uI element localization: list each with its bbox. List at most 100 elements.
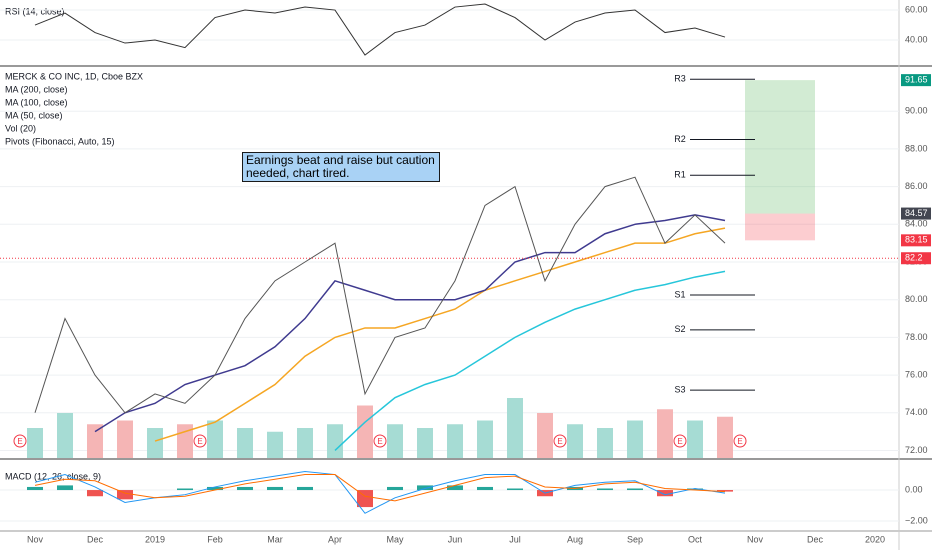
stop-zone	[745, 213, 815, 241]
histogram-bar	[357, 490, 373, 508]
plot-layer: 40.0060.0072.0074.0076.0078.0080.0082.00…	[0, 3, 931, 544]
y-tick-label: 84.00	[905, 219, 928, 229]
price-label-box	[901, 252, 931, 265]
price-label: 84.57	[905, 208, 928, 218]
y-tick-label: 72.00	[905, 445, 928, 455]
x-tick-label: Sep	[627, 534, 643, 544]
x-tick-label: Feb	[207, 534, 223, 544]
volume-bar	[267, 431, 283, 458]
histogram-bar	[297, 486, 313, 491]
pivot-label: R3	[674, 74, 686, 84]
x-tick-label: Jul	[509, 534, 521, 544]
earnings-label: E	[557, 437, 562, 446]
x-tick-label: Aug	[567, 534, 583, 544]
y-tick-label: 40.00	[905, 34, 928, 44]
histogram-bar	[717, 490, 733, 492]
x-tick-label: May	[386, 534, 404, 544]
price-label-box	[901, 207, 931, 220]
price-label: 91.65	[905, 75, 928, 85]
series-line	[34, 470, 726, 514]
volume-bar	[657, 409, 673, 458]
x-tick-label: Dec	[87, 534, 104, 544]
y-tick-label: 80.00	[905, 294, 928, 304]
main-title: MERCK & CO INC, 1D, Cboe BZX	[5, 71, 143, 81]
series-line	[154, 227, 726, 442]
histogram-bar	[207, 486, 223, 491]
volume-bar	[57, 413, 73, 458]
x-tick-label: Jun	[448, 534, 463, 544]
volume-bar	[357, 405, 373, 458]
histogram-bar	[477, 486, 493, 491]
volume-bar	[27, 428, 43, 458]
histogram-bar	[267, 486, 283, 491]
y-tick-label: 90.00	[905, 106, 928, 116]
x-tick-label: Mar	[267, 534, 283, 544]
y-tick-label: 78.00	[905, 332, 928, 342]
histogram-bar	[657, 490, 673, 497]
legend-item: MA (200, close)	[5, 84, 68, 94]
price-label-box	[901, 74, 931, 87]
volume-bar	[537, 413, 553, 458]
y-tick-label: 0.00	[905, 484, 923, 494]
histogram-bar	[447, 485, 463, 491]
volume-bar	[327, 424, 343, 458]
histogram-bar	[177, 488, 193, 491]
volume-bar	[147, 428, 163, 458]
price-label: 83.15	[905, 235, 928, 245]
series-line	[94, 214, 726, 433]
price-label-box	[901, 234, 931, 247]
histogram-bar	[117, 490, 133, 500]
x-tick-label: Oct	[688, 534, 703, 544]
earnings-label: E	[197, 437, 202, 446]
volume-bar	[207, 420, 223, 458]
annotation: Earnings beat and raise but caution need…	[242, 152, 440, 182]
series-line	[34, 474, 726, 502]
pivot-label: R1	[674, 170, 686, 180]
volume-bar	[507, 398, 523, 458]
earnings-marker	[13, 434, 27, 448]
y-tick-label: 74.00	[905, 407, 928, 417]
volume-bar	[417, 428, 433, 458]
pivot-label: S1	[674, 289, 685, 299]
earnings-label: E	[677, 437, 682, 446]
y-tick-label: −2.00	[905, 515, 928, 525]
y-tick-label: 60.00	[905, 4, 928, 14]
legend-item: MA (50, close)	[5, 110, 63, 120]
histogram-bar	[387, 486, 403, 491]
volume-bar	[387, 424, 403, 458]
series-line	[334, 270, 726, 452]
volume-bar	[687, 420, 703, 458]
earnings-label: E	[737, 437, 742, 446]
x-tick-label: Apr	[328, 534, 342, 544]
volume-bar	[117, 420, 133, 458]
legend-item: Vol (20)	[5, 123, 36, 133]
earnings-label: E	[377, 437, 382, 446]
histogram-bar	[507, 488, 523, 491]
volume-bar	[87, 424, 103, 458]
y-tick-label: 88.00	[905, 143, 928, 153]
histogram-bar	[687, 488, 703, 491]
price-label: 82.2	[905, 253, 923, 263]
volume-bar	[297, 428, 313, 458]
earnings-marker	[733, 434, 747, 448]
earnings-marker	[673, 434, 687, 448]
earnings-marker	[193, 434, 207, 448]
target-zone	[745, 80, 815, 214]
macd-title: MACD (12, 26, close, 9)	[5, 471, 101, 481]
volume-bar	[447, 424, 463, 458]
histogram-bar	[417, 485, 433, 491]
pivot-label: S3	[674, 385, 685, 395]
histogram-bar	[237, 486, 253, 491]
x-tick-label: Dec	[807, 534, 824, 544]
volume-bar	[567, 424, 583, 458]
earnings-label: E	[17, 437, 22, 446]
histogram-bar	[87, 490, 103, 497]
x-tick-label: Nov	[27, 534, 44, 544]
x-tick-label: Nov	[747, 534, 764, 544]
histogram-bar	[57, 485, 73, 491]
rsi-title: RSI (14, close)	[5, 6, 65, 16]
y-tick-label: 76.00	[905, 369, 928, 379]
volume-bar	[597, 428, 613, 458]
